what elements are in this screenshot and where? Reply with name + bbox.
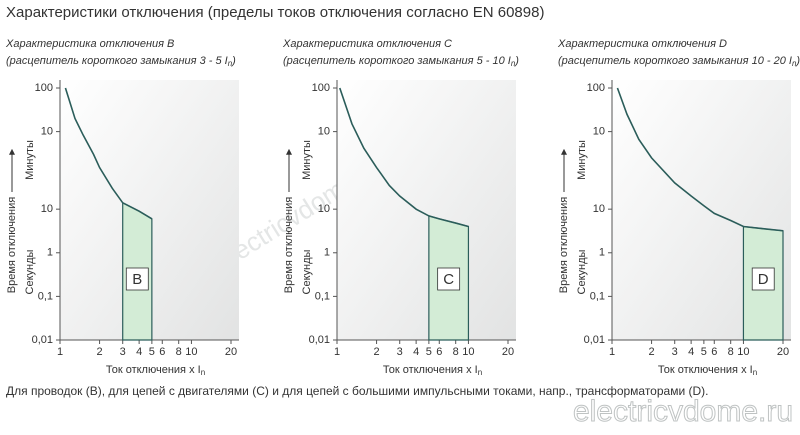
x-tick-label: 8 [728, 346, 734, 358]
y-tick-label: 0,01 [32, 334, 53, 346]
curve [616, 87, 784, 232]
x-tick-label: 20 [502, 346, 514, 358]
x-tick-label: 3 [120, 346, 126, 358]
x-tick-label: 1 [609, 346, 615, 358]
y-tick-label: 1 [47, 247, 53, 259]
x-tick-label: 5 [426, 346, 432, 358]
x-axis-label: Ток отключения x In [383, 364, 482, 377]
chart-title: Характеристика отключения B [5, 38, 174, 50]
watermark: electricvdome.ru [573, 395, 793, 428]
y-tick-label: 10 [41, 203, 53, 215]
zone-label: D [758, 271, 769, 288]
y-tick-label: 1 [324, 247, 330, 259]
y-axis-label-top: Минуты [301, 140, 313, 180]
y-axis-label-top: Минуты [24, 140, 36, 180]
subtitle-part: (расцепитель короткого замыкания 3 - 5 I [6, 55, 228, 67]
x-tick-label: 6 [159, 346, 165, 358]
x-tick-label: 1 [57, 346, 63, 358]
y-tick-label: 10 [41, 126, 53, 138]
zone-label-box [125, 267, 149, 291]
x-tick-label: 6 [711, 346, 717, 358]
zone-label: B [132, 271, 142, 288]
x-axis-label: Ток отключения x In [106, 364, 205, 377]
y-tick-label: 10 [593, 203, 605, 215]
y-axis-label-bottom: Секунды [301, 249, 313, 294]
x-tick-label: 10 [462, 346, 474, 358]
footer: Для проводок (B), для цепей с двигателям… [6, 384, 709, 398]
y-tick-label: 0,01 [584, 334, 605, 346]
x-tick-label: 3 [672, 346, 678, 358]
subtitle-part: (расцепитель короткого замыкания 5 - 10 … [283, 55, 511, 67]
x-axis-label: Ток отключения x In [658, 364, 757, 377]
zone-label-box [437, 267, 461, 291]
y-tick-label: 100 [587, 82, 605, 94]
x-tick-label: 10 [737, 346, 749, 358]
chart-title: Характеристика отключения D [557, 38, 727, 50]
x-label-part: Ток отключения x I [383, 364, 478, 376]
plot-area [337, 80, 516, 340]
x-label-part: n [478, 368, 482, 377]
page-title: Характеристики отключения (пределы токов… [6, 4, 544, 21]
zone-label-box [751, 267, 775, 291]
x-tick-label: 6 [436, 346, 442, 358]
x-tick-label: 2 [374, 346, 380, 358]
y-axis-label-top: Минуты [576, 140, 588, 180]
y-tick-label: 0,01 [309, 334, 330, 346]
y-axis-label: Время отключения [6, 197, 18, 293]
subtitle-part: ) [794, 55, 800, 67]
y-tick-label: 0,1 [590, 290, 605, 302]
y-tick-label: 0,1 [315, 290, 330, 302]
curve [64, 87, 153, 220]
chart-subtitle: (расцепитель короткого замыкания 5 - 10 … [283, 55, 519, 68]
x-tick-label: 2 [97, 346, 103, 358]
x-tick-label: 4 [136, 346, 142, 358]
x-tick-label: 5 [701, 346, 707, 358]
x-tick-label: 4 [688, 346, 694, 358]
chart-subtitle: (расцепитель короткого замыкания 10 - 20… [558, 55, 800, 68]
subtitle-part: (расцепитель короткого замыкания 10 - 20… [558, 55, 792, 67]
x-label-part: n [201, 368, 205, 377]
subtitle-part: ) [513, 55, 519, 67]
subtitle-part: n [792, 59, 797, 68]
subtitle-part: ) [230, 55, 236, 67]
x-label-part: Ток отключения x I [658, 364, 753, 376]
y-tick-label: 1 [599, 247, 605, 259]
y-tick-label: 10 [593, 126, 605, 138]
x-tick-label: 3 [397, 346, 403, 358]
x-tick-label: 2 [649, 346, 655, 358]
chart-subtitle: (расцепитель короткого замыкания 3 - 5 I… [6, 55, 236, 68]
y-axis-label-bottom: Секунды [576, 249, 588, 294]
curve [339, 87, 469, 228]
x-tick-label: 5 [149, 346, 155, 358]
y-tick-label: 100 [312, 82, 330, 94]
subtitle-part: n [228, 59, 233, 68]
chart-title: Характеристика отключения C [282, 38, 452, 50]
y-tick-label: 10 [318, 203, 330, 215]
y-tick-label: 10 [318, 126, 330, 138]
zone-label: C [443, 271, 454, 288]
x-label-part: Ток отключения x I [106, 364, 201, 376]
y-axis-label: Время отключения [558, 197, 570, 293]
x-tick-label: 1 [334, 346, 340, 358]
y-tick-label: 0,1 [38, 290, 53, 302]
y-axis-label: Время отключения [283, 197, 295, 293]
subtitle-part: n [511, 59, 516, 68]
x-tick-label: 4 [413, 346, 419, 358]
x-tick-label: 10 [185, 346, 197, 358]
x-label-part: n [753, 368, 757, 377]
x-tick-label: 8 [176, 346, 182, 358]
y-axis-label-bottom: Секунды [24, 249, 36, 294]
x-tick-label: 8 [453, 346, 459, 358]
x-tick-label: 20 [225, 346, 237, 358]
y-tick-label: 100 [35, 82, 53, 94]
x-tick-label: 20 [777, 346, 789, 358]
